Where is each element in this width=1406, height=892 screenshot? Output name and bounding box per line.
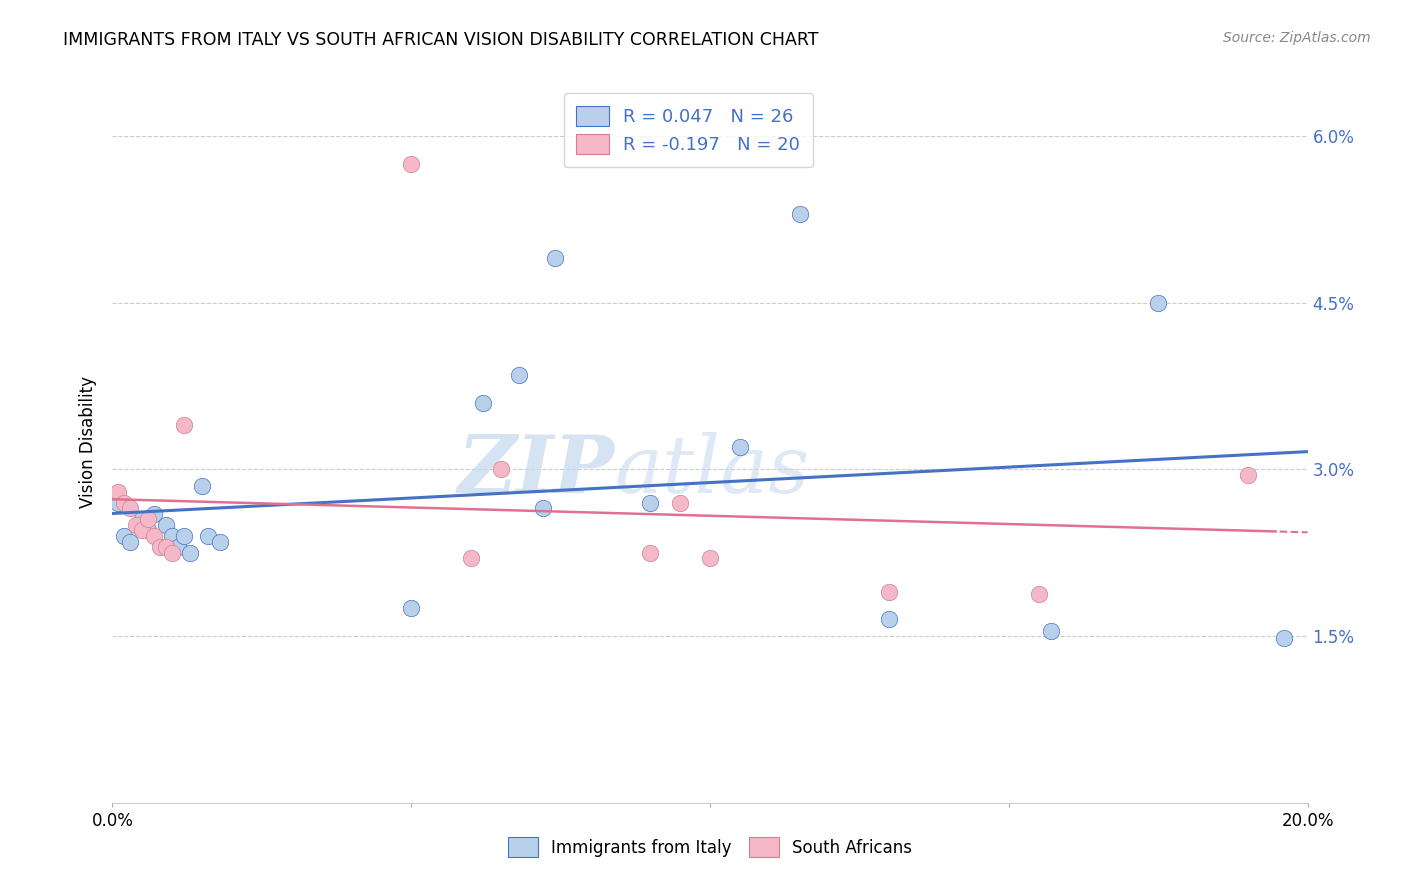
Point bbox=[155, 517, 177, 532]
Text: Source: ZipAtlas.com: Source: ZipAtlas.com bbox=[1223, 31, 1371, 45]
Point bbox=[107, 484, 129, 499]
Point bbox=[1272, 632, 1295, 646]
Point bbox=[401, 601, 423, 615]
Legend: Immigrants from Italy, South Africans: Immigrants from Italy, South Africans bbox=[498, 828, 922, 867]
Point bbox=[179, 546, 201, 560]
Point bbox=[728, 440, 751, 454]
Text: atlas: atlas bbox=[614, 432, 810, 509]
Point bbox=[401, 156, 423, 170]
Point bbox=[789, 207, 811, 221]
Point bbox=[1028, 587, 1050, 601]
Point bbox=[489, 462, 512, 476]
Point bbox=[143, 507, 166, 521]
Point bbox=[1147, 295, 1170, 310]
Point bbox=[472, 395, 495, 409]
Point bbox=[131, 524, 153, 538]
Point bbox=[114, 496, 135, 510]
Point bbox=[173, 417, 195, 432]
Point bbox=[508, 368, 530, 382]
Point bbox=[138, 524, 160, 538]
Point bbox=[531, 501, 554, 516]
Point bbox=[669, 496, 692, 510]
Y-axis label: Vision Disability: Vision Disability bbox=[79, 376, 97, 508]
Point bbox=[131, 512, 153, 526]
Text: ZIP: ZIP bbox=[457, 432, 614, 509]
Text: IMMIGRANTS FROM ITALY VS SOUTH AFRICAN VISION DISABILITY CORRELATION CHART: IMMIGRANTS FROM ITALY VS SOUTH AFRICAN V… bbox=[63, 31, 818, 49]
Point bbox=[125, 517, 148, 532]
Point bbox=[197, 529, 219, 543]
Point bbox=[699, 551, 721, 566]
Point bbox=[167, 540, 190, 554]
Point bbox=[138, 512, 160, 526]
Point bbox=[191, 479, 214, 493]
Point bbox=[460, 551, 482, 566]
Point bbox=[114, 529, 135, 543]
Point bbox=[162, 529, 183, 543]
Point bbox=[543, 251, 565, 265]
Point bbox=[640, 496, 662, 510]
Point bbox=[120, 501, 142, 516]
Point bbox=[1237, 467, 1260, 482]
Point bbox=[107, 496, 129, 510]
Point bbox=[173, 529, 195, 543]
Point bbox=[879, 584, 901, 599]
Point bbox=[155, 540, 177, 554]
Point bbox=[879, 612, 901, 626]
Point bbox=[1039, 624, 1062, 638]
Point bbox=[162, 546, 183, 560]
Point bbox=[143, 529, 166, 543]
Point bbox=[640, 546, 662, 560]
Point bbox=[149, 540, 172, 554]
Point bbox=[120, 534, 142, 549]
Point bbox=[209, 534, 232, 549]
